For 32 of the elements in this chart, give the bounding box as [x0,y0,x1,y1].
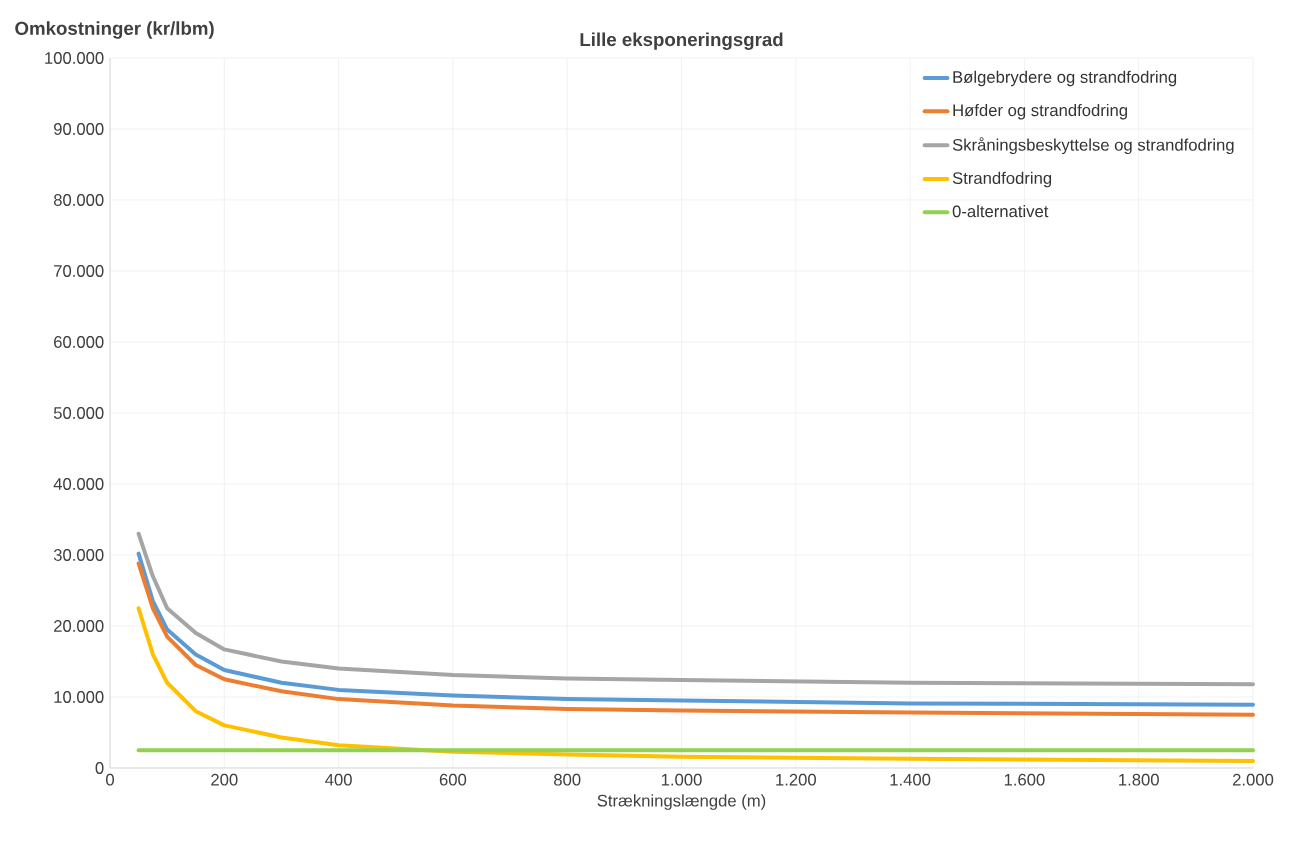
y-tick-label: 50.000 [53,407,104,419]
y-tick-label: 80.000 [53,194,104,206]
legend-label: Høfder og strandfodring [953,103,1127,120]
x-tick-label: 0 [106,773,114,786]
y-tick-label: 60.000 [54,336,104,348]
y-tick-label: 30.000 [53,549,104,561]
y-tick-label: 20.000 [54,620,104,632]
legend-label: Bølgebrydere og strandfodring [953,70,1177,87]
y-tick-label: 100.000 [45,52,104,64]
x-tick-label: 1.400 [890,773,931,786]
x-tick-label: 2.000 [1232,773,1274,786]
line-series [136,531,1256,687]
y-tick-label: 90.000 [53,123,104,135]
legend-label: Strandfodring [952,171,1052,188]
x-tick-label: 800 [554,773,581,786]
x-tick-label: 1.200 [776,773,816,786]
y-tick-label: 0 [95,762,104,774]
x-tick-label: 1.800 [1119,773,1159,786]
x-tick-label: 200 [211,773,238,786]
chart-title: Lille eksponeringsgrad [580,32,783,50]
y-tick-label: 10.000 [54,691,104,703]
x-axis-title: Strækningslængde (m) [597,794,766,810]
x-tick-label: 400 [325,773,352,786]
y-axis-title: Omkostninger (kr/lbm) [15,21,214,39]
legend-label: Skråningsbeskyttelse og strandfodring [952,137,1234,155]
legend-label: 0-alternativet [952,205,1049,218]
y-tick-label: 70.000 [54,265,104,277]
x-tick-label: 1.600 [1004,773,1045,786]
x-tick-label: 600 [439,773,467,786]
line-series [136,606,1256,763]
x-tick-label: 1.000 [661,773,702,786]
y-tick-label: 40.000 [53,478,104,490]
